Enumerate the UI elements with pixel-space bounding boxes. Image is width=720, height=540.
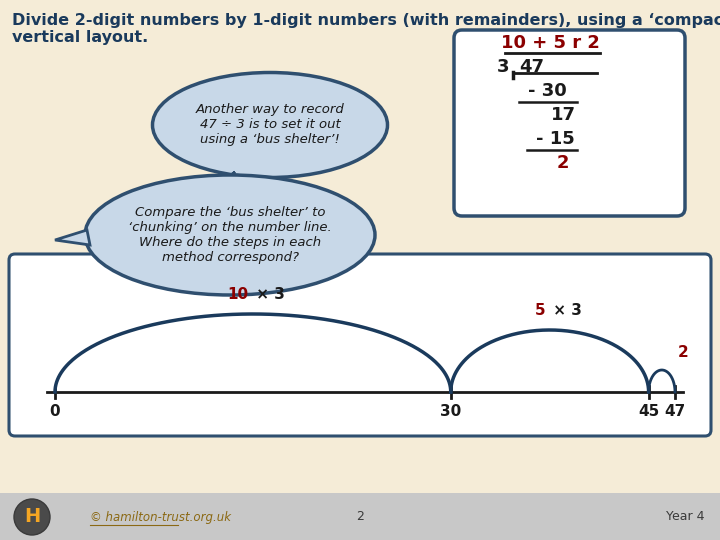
FancyBboxPatch shape xyxy=(0,493,720,540)
Text: 17: 17 xyxy=(551,106,575,124)
Text: Divide 2-digit numbers by 1-digit numbers (with remainders), using a ‘compact’
v: Divide 2-digit numbers by 1-digit number… xyxy=(12,13,720,45)
FancyBboxPatch shape xyxy=(9,254,711,436)
Text: × 3: × 3 xyxy=(548,303,582,318)
FancyBboxPatch shape xyxy=(454,30,685,216)
Text: © hamilton-trust.org.uk: © hamilton-trust.org.uk xyxy=(90,510,231,523)
Text: - 15: - 15 xyxy=(536,130,575,148)
Text: 2: 2 xyxy=(356,510,364,523)
Text: Compare the ‘bus shelter’ to
‘chunking’ on the number line.
Where do the steps i: Compare the ‘bus shelter’ to ‘chunking’ … xyxy=(128,206,332,264)
Text: Another way to record
47 ÷ 3 is to set it out
using a ‘bus shelter’!: Another way to record 47 ÷ 3 is to set i… xyxy=(196,104,344,146)
Text: 47: 47 xyxy=(665,404,685,419)
Text: 5: 5 xyxy=(535,303,546,318)
Ellipse shape xyxy=(85,175,375,295)
Text: 47: 47 xyxy=(519,58,544,76)
Text: 2: 2 xyxy=(678,345,689,360)
Text: 45: 45 xyxy=(638,404,660,419)
Text: 10: 10 xyxy=(228,287,249,302)
Text: 30: 30 xyxy=(440,404,462,419)
Polygon shape xyxy=(205,172,235,195)
Text: - 30: - 30 xyxy=(528,82,567,100)
Ellipse shape xyxy=(153,72,387,178)
Text: 3: 3 xyxy=(497,58,509,76)
Text: 2: 2 xyxy=(557,154,570,172)
Circle shape xyxy=(14,499,50,535)
Text: H: H xyxy=(24,508,40,526)
Text: × 3: × 3 xyxy=(251,287,284,302)
Text: 0: 0 xyxy=(50,404,60,419)
Text: Year 4: Year 4 xyxy=(667,510,705,523)
Text: 10 + 5 r 2: 10 + 5 r 2 xyxy=(500,34,600,52)
Polygon shape xyxy=(55,230,90,245)
